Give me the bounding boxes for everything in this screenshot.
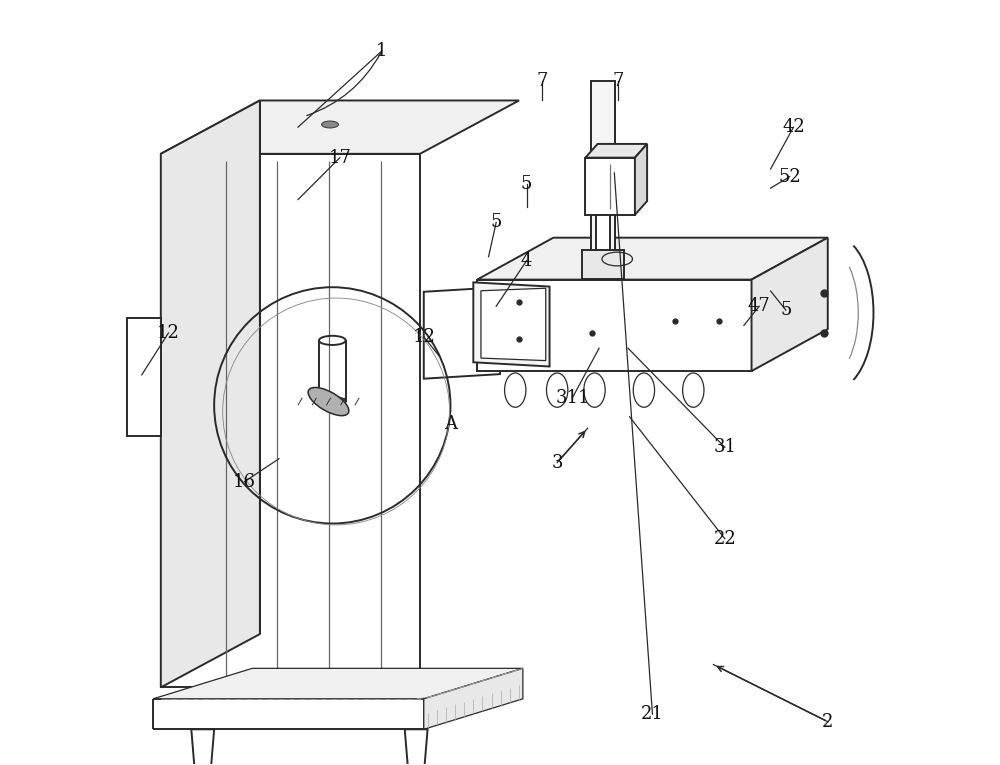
Text: 7: 7 (536, 73, 548, 90)
Polygon shape (405, 729, 428, 765)
Text: 17: 17 (328, 148, 351, 167)
Ellipse shape (308, 387, 349, 415)
Polygon shape (424, 669, 523, 729)
Ellipse shape (322, 121, 338, 128)
Text: 2: 2 (822, 713, 833, 731)
Text: 5: 5 (780, 301, 792, 319)
Polygon shape (477, 238, 828, 279)
Text: 42: 42 (782, 118, 805, 136)
Text: 311: 311 (555, 389, 590, 407)
Text: 16: 16 (233, 473, 256, 490)
Polygon shape (481, 288, 546, 360)
Ellipse shape (505, 373, 526, 407)
Text: 31: 31 (713, 438, 736, 456)
Text: 7: 7 (612, 73, 624, 90)
Ellipse shape (633, 373, 655, 407)
Text: 22: 22 (713, 529, 736, 548)
Text: 4: 4 (521, 252, 532, 269)
Polygon shape (191, 729, 214, 765)
Text: 21: 21 (641, 705, 664, 723)
Bar (582, 250, 624, 278)
Text: 3: 3 (551, 454, 563, 471)
Text: 5: 5 (521, 175, 532, 194)
Polygon shape (473, 282, 550, 366)
Bar (596, 215, 610, 250)
Polygon shape (161, 100, 519, 154)
Ellipse shape (546, 373, 568, 407)
Polygon shape (161, 100, 260, 688)
Polygon shape (635, 144, 647, 215)
Text: 5: 5 (491, 213, 502, 232)
Ellipse shape (683, 373, 704, 407)
Polygon shape (752, 238, 828, 371)
Bar (161, 154, 420, 688)
Bar (585, 158, 635, 215)
Polygon shape (127, 317, 161, 436)
Bar (477, 279, 752, 371)
Text: A: A (444, 415, 457, 434)
Ellipse shape (584, 373, 605, 407)
Text: 12: 12 (412, 327, 435, 346)
Polygon shape (585, 144, 647, 158)
Text: 47: 47 (748, 298, 771, 315)
Polygon shape (424, 287, 500, 379)
Text: 12: 12 (157, 324, 180, 342)
Text: 1: 1 (376, 42, 388, 60)
Bar (591, 81, 615, 261)
Text: 52: 52 (778, 168, 801, 186)
Polygon shape (153, 669, 523, 698)
